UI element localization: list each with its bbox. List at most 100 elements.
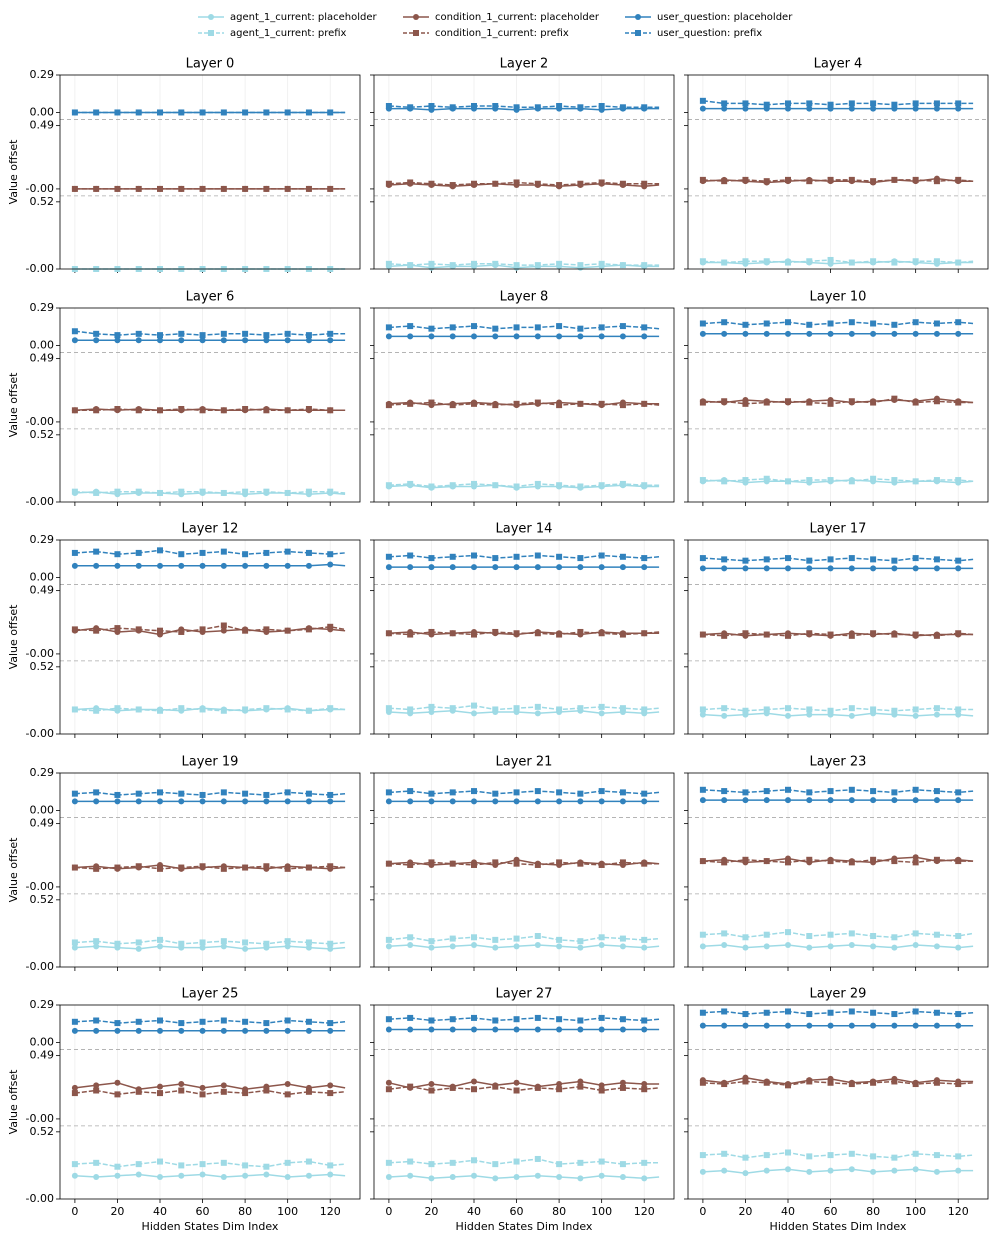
marker [955,789,962,796]
marker [598,564,605,571]
marker [556,564,563,571]
series-line [388,325,660,330]
marker [619,262,626,269]
marker [407,552,414,559]
marker [785,1008,791,1015]
marker [513,553,520,560]
y-tick-label: 0.29 [30,301,55,314]
marker [699,565,706,572]
marker [577,790,584,797]
series-line [702,859,974,864]
marker [699,105,706,112]
series-line [702,260,974,265]
marker [912,176,919,183]
marker [721,712,728,719]
marker [513,1079,520,1086]
marker [284,330,291,337]
marker [327,407,334,414]
marker [933,705,940,712]
marker [93,943,100,950]
marker [305,185,312,192]
series-line [702,177,974,184]
marker [327,1020,334,1027]
marker [135,337,142,344]
marker [577,1159,584,1166]
y-tick-label: 0.00 [30,570,55,583]
marker [385,1026,392,1033]
marker [327,551,334,558]
marker [806,557,813,564]
marker [93,1027,100,1034]
marker [955,1011,962,1018]
marker [806,321,813,328]
marker [93,1087,100,1094]
marker [598,1014,605,1021]
marker [385,630,392,637]
marker [263,798,270,805]
marker [220,798,227,805]
marker [721,1081,728,1088]
marker [556,1081,563,1088]
marker [220,938,227,945]
series-line [702,557,974,562]
marker [471,1157,477,1164]
marker [93,489,100,496]
marker [199,798,206,805]
marker [305,1158,312,1165]
marker [641,1081,648,1088]
marker [114,864,121,871]
marker [699,258,706,265]
series-line [388,264,660,269]
marker [327,945,334,952]
marker [955,1167,962,1174]
series-line [74,624,346,633]
marker [263,1171,270,1178]
marker [827,707,834,714]
marker [619,789,626,796]
marker [891,1078,898,1085]
marker [199,407,206,414]
marker [178,562,185,569]
marker [263,1027,270,1034]
marker [763,565,770,572]
x-axis-label: Hidden States Dim Index [142,1220,279,1233]
marker [556,1026,563,1033]
marker [327,561,334,568]
marker [534,552,541,559]
marker [513,400,520,407]
marker [492,1083,499,1090]
x-tick-label: 20 [738,1205,752,1218]
marker [71,798,78,805]
marker [827,400,834,407]
legend-label: agent_1_current: placeholder [230,12,378,23]
marker [891,1022,898,1029]
marker [199,944,206,951]
marker [157,1017,163,1024]
marker [284,337,291,344]
marker [407,1083,414,1090]
marker [912,1081,919,1088]
marker [199,1018,206,1025]
marker [933,178,940,185]
plot-frame [687,539,989,735]
x-tick-label: 120 [948,1205,969,1218]
marker [220,548,227,555]
marker [305,1088,312,1095]
marker [721,565,728,572]
marker [407,179,414,186]
marker [912,105,919,112]
marker [619,180,626,187]
marker [699,399,706,406]
marker [178,1081,185,1088]
marker [891,330,898,337]
marker [407,1014,414,1021]
marker [933,398,940,405]
marker [93,865,100,872]
marker [263,562,270,569]
marker [135,330,142,337]
marker [848,942,855,949]
marker [891,1167,898,1174]
x-tick-label: 100 [905,1205,926,1218]
marker [742,565,749,572]
marker [641,333,648,340]
